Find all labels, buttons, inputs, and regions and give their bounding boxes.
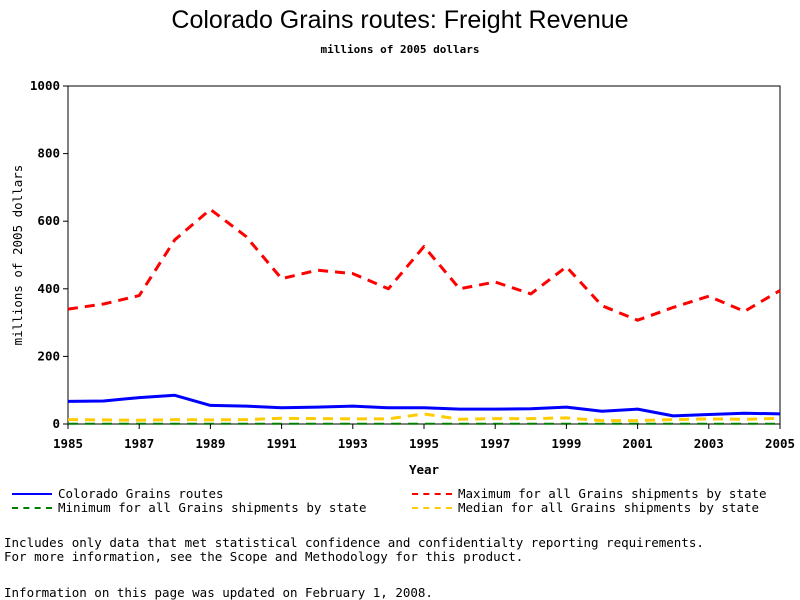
y-tick-label: 200 <box>37 348 60 363</box>
x-axis: 1985 1987 1989 1991 1993 1995 1997 1999 2001 2003… <box>53 424 795 451</box>
legend-swatch-colorado <box>12 493 52 495</box>
x-tick-label: 2001 <box>623 436 653 451</box>
x-tick-label: 2005 <box>765 436 795 451</box>
legend-label-minimum: Minimum for all Grains shipments by stat… <box>58 500 367 515</box>
legend-label-maximum: Maximum for all Grains shipments by stat… <box>458 486 767 501</box>
series-line-maximum <box>67 207 781 322</box>
y-tick-label: 400 <box>37 281 60 296</box>
y-tick-label: 800 <box>37 146 60 161</box>
footnote-line-1: Includes only data that met statistical … <box>4 535 704 550</box>
x-tick-label: 1989 <box>195 436 225 451</box>
x-tick-label: 1997 <box>480 436 510 451</box>
y-axis-label: millions of 2005 dollars <box>10 165 25 346</box>
x-tick-label: 2003 <box>694 436 724 451</box>
series-layer <box>67 207 781 425</box>
y-tick-label: 600 <box>37 213 60 228</box>
plot-frame <box>67 85 781 425</box>
chart-title: Colorado Grains routes: Freight Revenue <box>171 6 629 34</box>
x-tick-label: 1991 <box>267 436 297 451</box>
y-tick-label: 1000 <box>30 78 60 93</box>
legend-swatch-maximum <box>412 493 452 495</box>
x-tick-label: 1995 <box>409 436 439 451</box>
x-tick-label: 1987 <box>124 436 154 451</box>
y-tick-label: 0 <box>52 416 60 431</box>
x-tick-label: 1993 <box>338 436 368 451</box>
legend: Colorado Grains routes Maximum for all G… <box>0 487 800 519</box>
footnote-line-2: For more information, see the Scope and … <box>4 549 524 564</box>
legend-swatch-median <box>412 507 452 509</box>
updated-note: Information on this page was updated on … <box>4 585 433 600</box>
x-tick-label: 1999 <box>551 436 581 451</box>
x-axis-label: Year <box>409 462 440 477</box>
series-line-colorado <box>67 393 781 418</box>
footnotes: Includes only data that met statistical … <box>4 536 794 564</box>
legend-label-colorado: Colorado Grains routes <box>58 486 224 501</box>
legend-label-median: Median for all Grains shipments by state <box>458 500 760 515</box>
x-tick-label: 1985 <box>53 436 83 451</box>
legend-swatch-minimum <box>12 507 52 509</box>
y-axis: 0 200 400 600 800 1000 <box>30 78 68 431</box>
chart-subtitle: millions of 2005 dollars <box>320 43 480 56</box>
